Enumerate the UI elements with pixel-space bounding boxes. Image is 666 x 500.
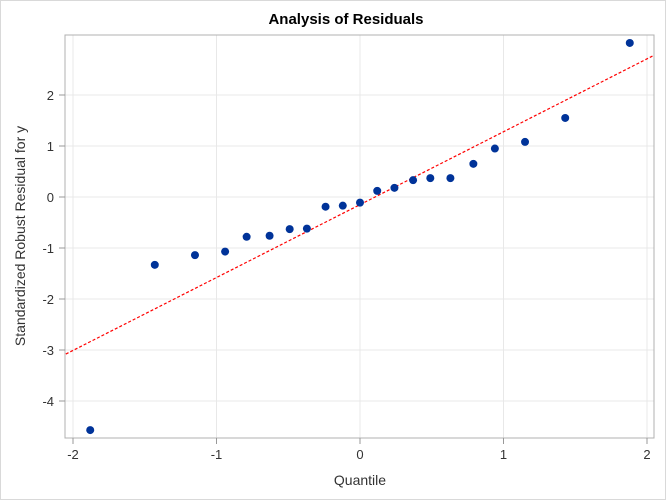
- data-point: [356, 198, 364, 207]
- x-tick-label: 1: [500, 447, 507, 462]
- data-point: [242, 232, 251, 241]
- data-point: [373, 186, 382, 195]
- data-point: [426, 174, 435, 183]
- data-point: [338, 201, 347, 210]
- data-point: [390, 183, 399, 192]
- y-tick-label: -1: [42, 241, 54, 256]
- y-tick-label: 1: [47, 139, 54, 154]
- data-point: [625, 38, 634, 47]
- x-tick-label: -2: [67, 447, 79, 462]
- x-axis-label: Quantile: [334, 472, 386, 488]
- data-point: [190, 251, 199, 260]
- data-point: [469, 159, 478, 168]
- y-axis-label: Standardized Robust Residual for y: [12, 126, 28, 346]
- data-point: [150, 260, 159, 269]
- x-tick-label: 2: [643, 447, 650, 462]
- data-point: [490, 144, 499, 153]
- data-point: [561, 113, 570, 122]
- data-point: [446, 174, 455, 183]
- chart-title: Analysis of Residuals: [268, 11, 423, 28]
- y-tick-label: -3: [42, 343, 54, 358]
- data-point: [302, 224, 311, 233]
- data-points: [86, 38, 634, 435]
- y-tick-label: 0: [47, 190, 54, 205]
- data-point: [285, 225, 294, 234]
- data-point: [221, 247, 230, 256]
- x-tick-label: -1: [211, 447, 223, 462]
- x-tick-label: 0: [356, 447, 363, 462]
- y-tick-label: 2: [47, 88, 54, 103]
- data-point: [265, 231, 274, 240]
- y-tick-label: -2: [42, 292, 54, 307]
- data-point: [409, 176, 418, 185]
- axis-ticks: -2 -1 0 1 2 -4 -3 -2 -1 0 1 2: [42, 88, 650, 462]
- data-point: [321, 202, 330, 211]
- data-point: [86, 426, 95, 435]
- data-point: [521, 137, 530, 146]
- gridlines: [65, 35, 654, 438]
- y-tick-label: -4: [42, 394, 54, 409]
